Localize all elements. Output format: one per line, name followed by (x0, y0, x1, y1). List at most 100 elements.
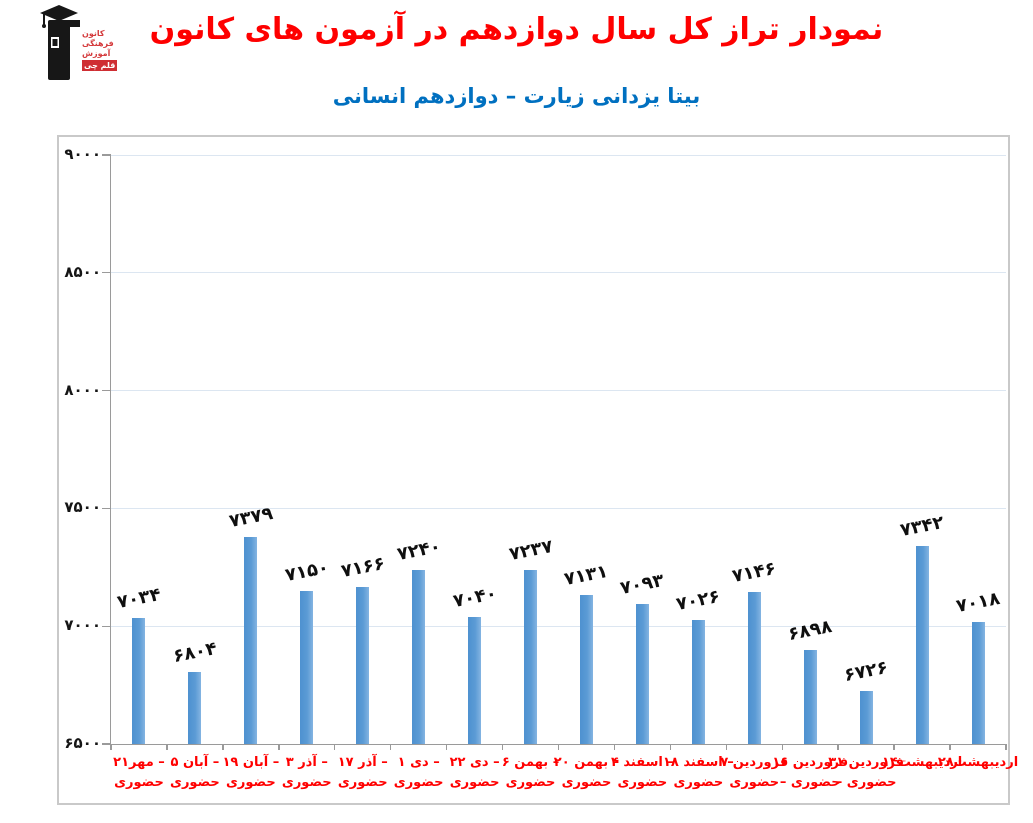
x-label-line: حضوری (114, 775, 164, 790)
y-axis-label: ۹۰۰۰ (64, 145, 101, 163)
x-label-line: حضوری (281, 775, 332, 790)
y-axis-label: ۷۵۰۰ (64, 498, 101, 517)
x-axis-tick (445, 744, 448, 750)
bar (971, 621, 985, 744)
x-axis-tick (278, 744, 280, 750)
bar (132, 618, 146, 744)
x-axis-tick (222, 744, 224, 750)
x-label-line: ۲۲ دی – (449, 755, 500, 770)
x-axis-tick (166, 744, 168, 750)
bar (635, 604, 649, 744)
x-axis-category-label: ۱۷ آذر – حضوری (316, 753, 410, 793)
y-axis-tick (102, 154, 111, 156)
x-label-line: ۴ اسفند – (610, 755, 674, 770)
bar-value-label: ۷۲۴۰ (395, 535, 443, 565)
logo-line-1: کانون (82, 29, 105, 38)
bar-value-label: ۷۰۳۴ (115, 584, 163, 614)
logo-box: قلم چی (82, 60, 118, 71)
x-label-line: ۱۴اردیبهشت (881, 755, 963, 770)
x-label-line: حضوری (505, 775, 556, 790)
y-axis-label: ۶۵۰۰ (64, 734, 101, 752)
x-axis-category-label: ۱۶ فروردین – حضوری (763, 753, 857, 793)
x-axis-category-label: ۱ دی – حضوری (372, 753, 466, 793)
bar-value-label: ۷۰۴۰ (451, 582, 499, 612)
x-axis-tick (669, 744, 672, 750)
y-axis-tick (102, 389, 111, 392)
y-axis-label: ۸۵۰۰ (64, 262, 101, 281)
x-axis-category-label: ۳ آذر – حضوری (260, 753, 354, 793)
x-label-line: حضوری (225, 775, 276, 790)
bar (915, 545, 929, 744)
x-label-line: ۱۸ اسفند – (662, 755, 734, 770)
x-axis-tick (1005, 744, 1007, 750)
bar-value-label: ۶۸۹۸ (786, 616, 834, 646)
x-axis-category-label: ۲۱مهر – حضوری (92, 753, 186, 793)
bar (803, 650, 817, 744)
bar-value-label: ۷۳۷۹ (227, 502, 275, 532)
bar (691, 620, 705, 744)
x-axis-tick (781, 744, 783, 750)
y-axis-tick (102, 507, 111, 510)
x-axis-category-label: ۲۲ دی – حضوری (428, 753, 522, 793)
logo-line-3: آموزش (82, 49, 111, 58)
x-label-line: ۲۸اردیبهشت (937, 755, 1019, 770)
x-label-line: ۷ فروردین (720, 755, 789, 770)
bar-value-label: ۷۳۴۲ (898, 511, 946, 541)
x-axis-category-label: ۳۱ فروردین – حضوری (819, 753, 913, 793)
gridline (111, 272, 1006, 274)
bar (244, 536, 258, 744)
bar (579, 595, 593, 744)
bar (300, 590, 314, 744)
bar (524, 570, 538, 744)
bar (468, 616, 482, 744)
x-label-line: – حضوری (835, 775, 897, 790)
x-label-line: حضوری (393, 775, 444, 790)
x-axis-category-label: ۷ فروردین حضوری (707, 753, 801, 793)
x-axis-category-label: ۲۰ بهمن – حضوری (539, 753, 633, 793)
x-label-line: ۶ بهمن – (501, 755, 560, 770)
x-axis-category-label: ۲۸اردیبهشت (931, 753, 1025, 773)
x-axis-category-label: ۴ اسفند – حضوری (595, 753, 689, 793)
x-axis-category-label: ۶ بهمن – حضوری (484, 753, 578, 793)
bar (859, 690, 873, 744)
logo-line-2: فرهنگی (82, 39, 114, 48)
x-label-line: ۲۱مهر – (113, 755, 165, 770)
x-axis-tick (501, 744, 504, 750)
x-axis-tick (389, 744, 392, 750)
x-label-line: حضوری (561, 775, 612, 790)
bar (188, 672, 202, 744)
plot-area: ۹۰۰۰ ۸۵۰۰ ۸۰۰۰ ۷۵۰۰ ۷۰۰۰ ۶۵۰۰ ۷۰۳۴ ۲۱مهر – حضوری… (64, 145, 1018, 790)
bar (356, 587, 370, 744)
x-label-line: حضوری (673, 775, 724, 790)
page-title: نمودار تراز کل سال دوازدهم در آزمون های … (149, 12, 884, 47)
x-axis-tick (949, 744, 951, 750)
x-label-line: ۱۹ آبان – (222, 755, 280, 770)
x-axis-tick (334, 744, 336, 750)
gridline (111, 507, 1006, 509)
bar-value-label: ۷۰۱۸ (954, 587, 1002, 617)
x-label-line: حضوری (729, 775, 780, 790)
x-axis-category-label: ۱۹ آبان – حضوری (204, 753, 298, 793)
x-axis-tick (893, 744, 895, 750)
gridline (111, 154, 1006, 156)
x-label-line: حضوری (337, 775, 388, 790)
x-axis-tick (557, 744, 560, 750)
x-axis-category-label: ۱۴اردیبهشت (875, 753, 969, 773)
x-label-line: ۵ آبان – (170, 755, 220, 770)
chart-frame: ۹۰۰۰ ۸۵۰۰ ۸۰۰۰ ۷۵۰۰ ۷۰۰۰ ۶۵۰۰ ۷۰۳۴ ۲۱مهر – حضوری… (57, 135, 1018, 805)
y-axis-tick (102, 743, 111, 745)
bar (747, 591, 761, 744)
gridline (111, 625, 1006, 627)
bar-value-label: ۶۷۲۶ (842, 656, 890, 686)
y-axis-tick (102, 625, 111, 627)
x-label-line: ۱۶ فروردین (772, 755, 849, 770)
x-axis-tick (725, 744, 727, 750)
x-label-line: ۳ آذر – (285, 755, 328, 770)
x-label-line: ۳۱ فروردین (828, 755, 905, 770)
x-axis-category-label: ۱۸ اسفند – حضوری (651, 753, 745, 793)
y-axis-label: ۷۰۰۰ (64, 616, 101, 635)
x-label-line: حضوری (617, 775, 668, 790)
y-axis-tick (102, 272, 111, 274)
x-axis-tick (110, 744, 112, 750)
